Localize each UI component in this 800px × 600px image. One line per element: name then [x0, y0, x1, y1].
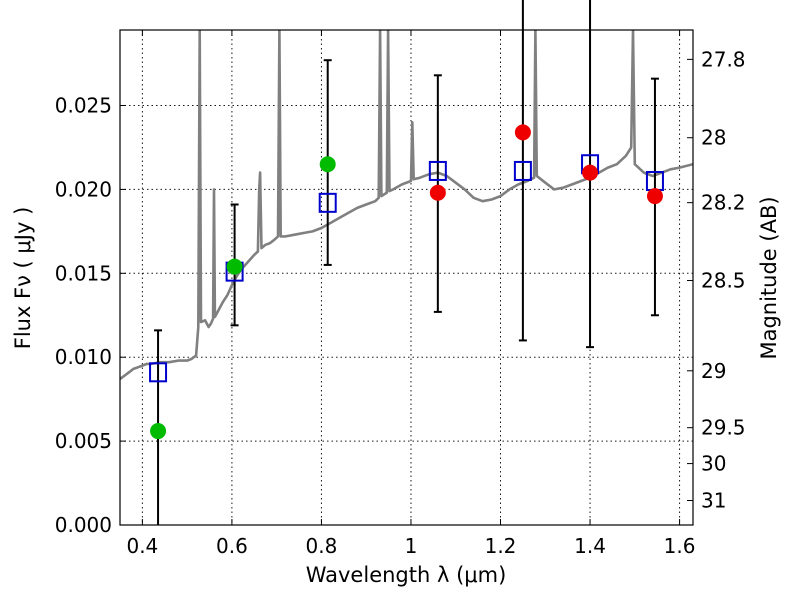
plot-frame	[119, 29, 694, 526]
x-tick-label: 0.4	[126, 534, 158, 558]
right-tick-label: 29	[701, 359, 726, 383]
y-tick-label: 0.020	[55, 177, 112, 201]
y-tick-label: 0.000	[55, 513, 112, 537]
x-tick-label: 1	[405, 534, 418, 558]
right-tick-label: 27.8	[701, 47, 746, 71]
right-tick-label: 29.5	[701, 416, 746, 440]
model-photometry-square	[513, 160, 532, 181]
right-tick-label: 30	[701, 452, 726, 476]
model-photometry-square	[149, 362, 168, 383]
y-axis-right-title: Magnitude (AB)	[757, 196, 781, 359]
data-point	[226, 258, 243, 275]
x-tick-label: 0.6	[216, 534, 248, 558]
x-tick-label: 1.2	[485, 534, 517, 558]
sed-spectrum-line	[120, 30, 693, 381]
y-tick-label: 0.010	[55, 345, 112, 369]
model-photometry-square	[428, 160, 447, 181]
right-tick-label: 28.5	[701, 269, 746, 293]
markers	[149, 0, 664, 525]
y-tick-label: 0.015	[55, 261, 112, 285]
data-point	[582, 164, 599, 181]
y-tick-label: 0.025	[55, 94, 112, 118]
x-axis-title: Wavelength λ (μm)	[306, 563, 507, 587]
data-point	[150, 423, 167, 440]
right-tick-label: 28	[701, 126, 726, 150]
x-tick-label: 1.6	[664, 534, 696, 558]
x-tick-label: 0.8	[306, 534, 338, 558]
data-point	[514, 124, 531, 141]
plot-area	[120, 30, 693, 381]
x-tick-label: 1.4	[574, 534, 606, 558]
grid	[120, 30, 693, 525]
y-axis-title: Flux Fν ( μJy )	[11, 207, 35, 350]
right-tick-label: 31	[701, 489, 726, 513]
data-point	[319, 156, 336, 173]
y-tick-label: 0.005	[55, 429, 112, 453]
data-point	[429, 184, 446, 201]
ticks: 0.4 0.6 0.8 1 1.2 1.4 1.6 0.000 0.005 0.010 0.015 0…	[55, 30, 746, 558]
data-point	[646, 188, 663, 205]
model-photometry-square	[318, 192, 337, 213]
right-tick-label: 28.2	[701, 191, 746, 215]
